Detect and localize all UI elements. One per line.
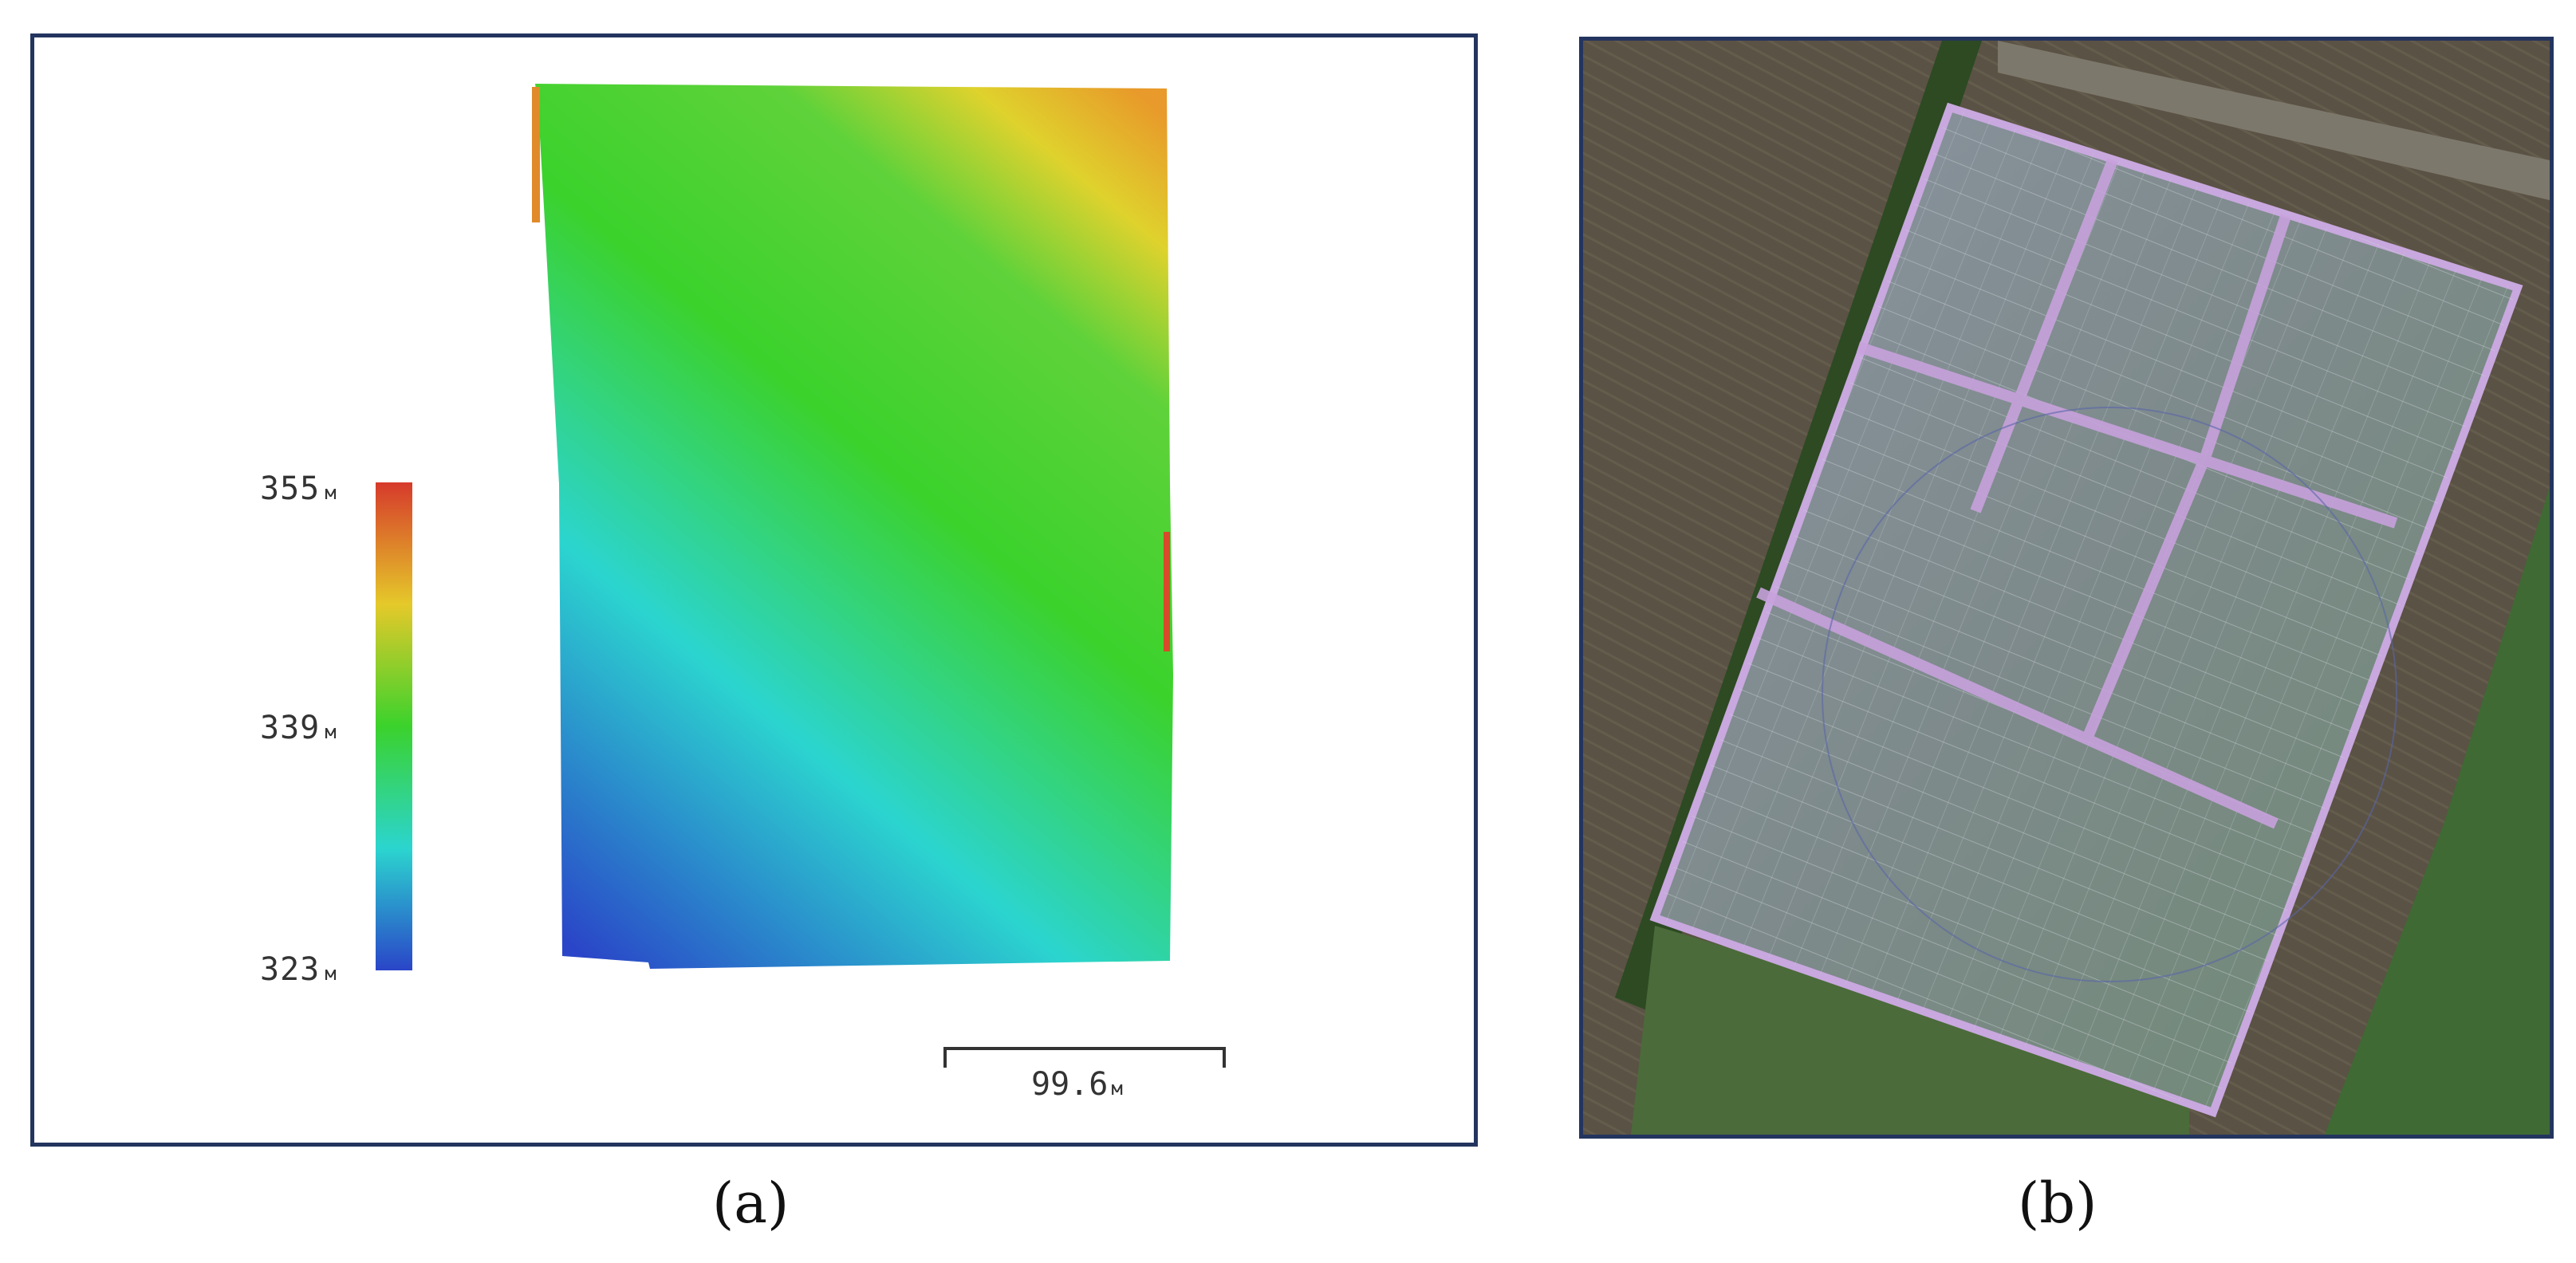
- pivot-circle: [1822, 407, 2397, 982]
- orthomosaic-plots: [1655, 108, 2518, 1112]
- elevation-map-panel: 355 м 339 м 323 м 99.6 м: [30, 33, 1478, 1147]
- caption-b: (b): [2018, 1171, 2097, 1236]
- aerial-photo-panel: [1579, 37, 2554, 1139]
- colorbar-min-label: 323 м: [260, 951, 337, 988]
- green-field: [2325, 487, 2550, 1135]
- raster-edge-strip: [1164, 532, 1170, 651]
- elevation-raster: [535, 84, 1173, 969]
- elevation-map-graphic: [376, 84, 1226, 1068]
- aerial-photo-graphic: [1583, 41, 2550, 1135]
- caption-a: (a): [712, 1171, 790, 1236]
- block-separators: [1756, 158, 2398, 829]
- road: [1998, 41, 2550, 200]
- colorbar-mid-label: 339 м: [260, 710, 337, 746]
- colorbar: [376, 482, 412, 970]
- colorbar-max-label: 355 м: [260, 470, 337, 507]
- scale-bar: [943, 1047, 1226, 1068]
- scale-bar-label: 99.6 м: [1031, 1066, 1123, 1103]
- green-strip: [1631, 926, 2189, 1135]
- raster-edge-strip: [532, 87, 540, 222]
